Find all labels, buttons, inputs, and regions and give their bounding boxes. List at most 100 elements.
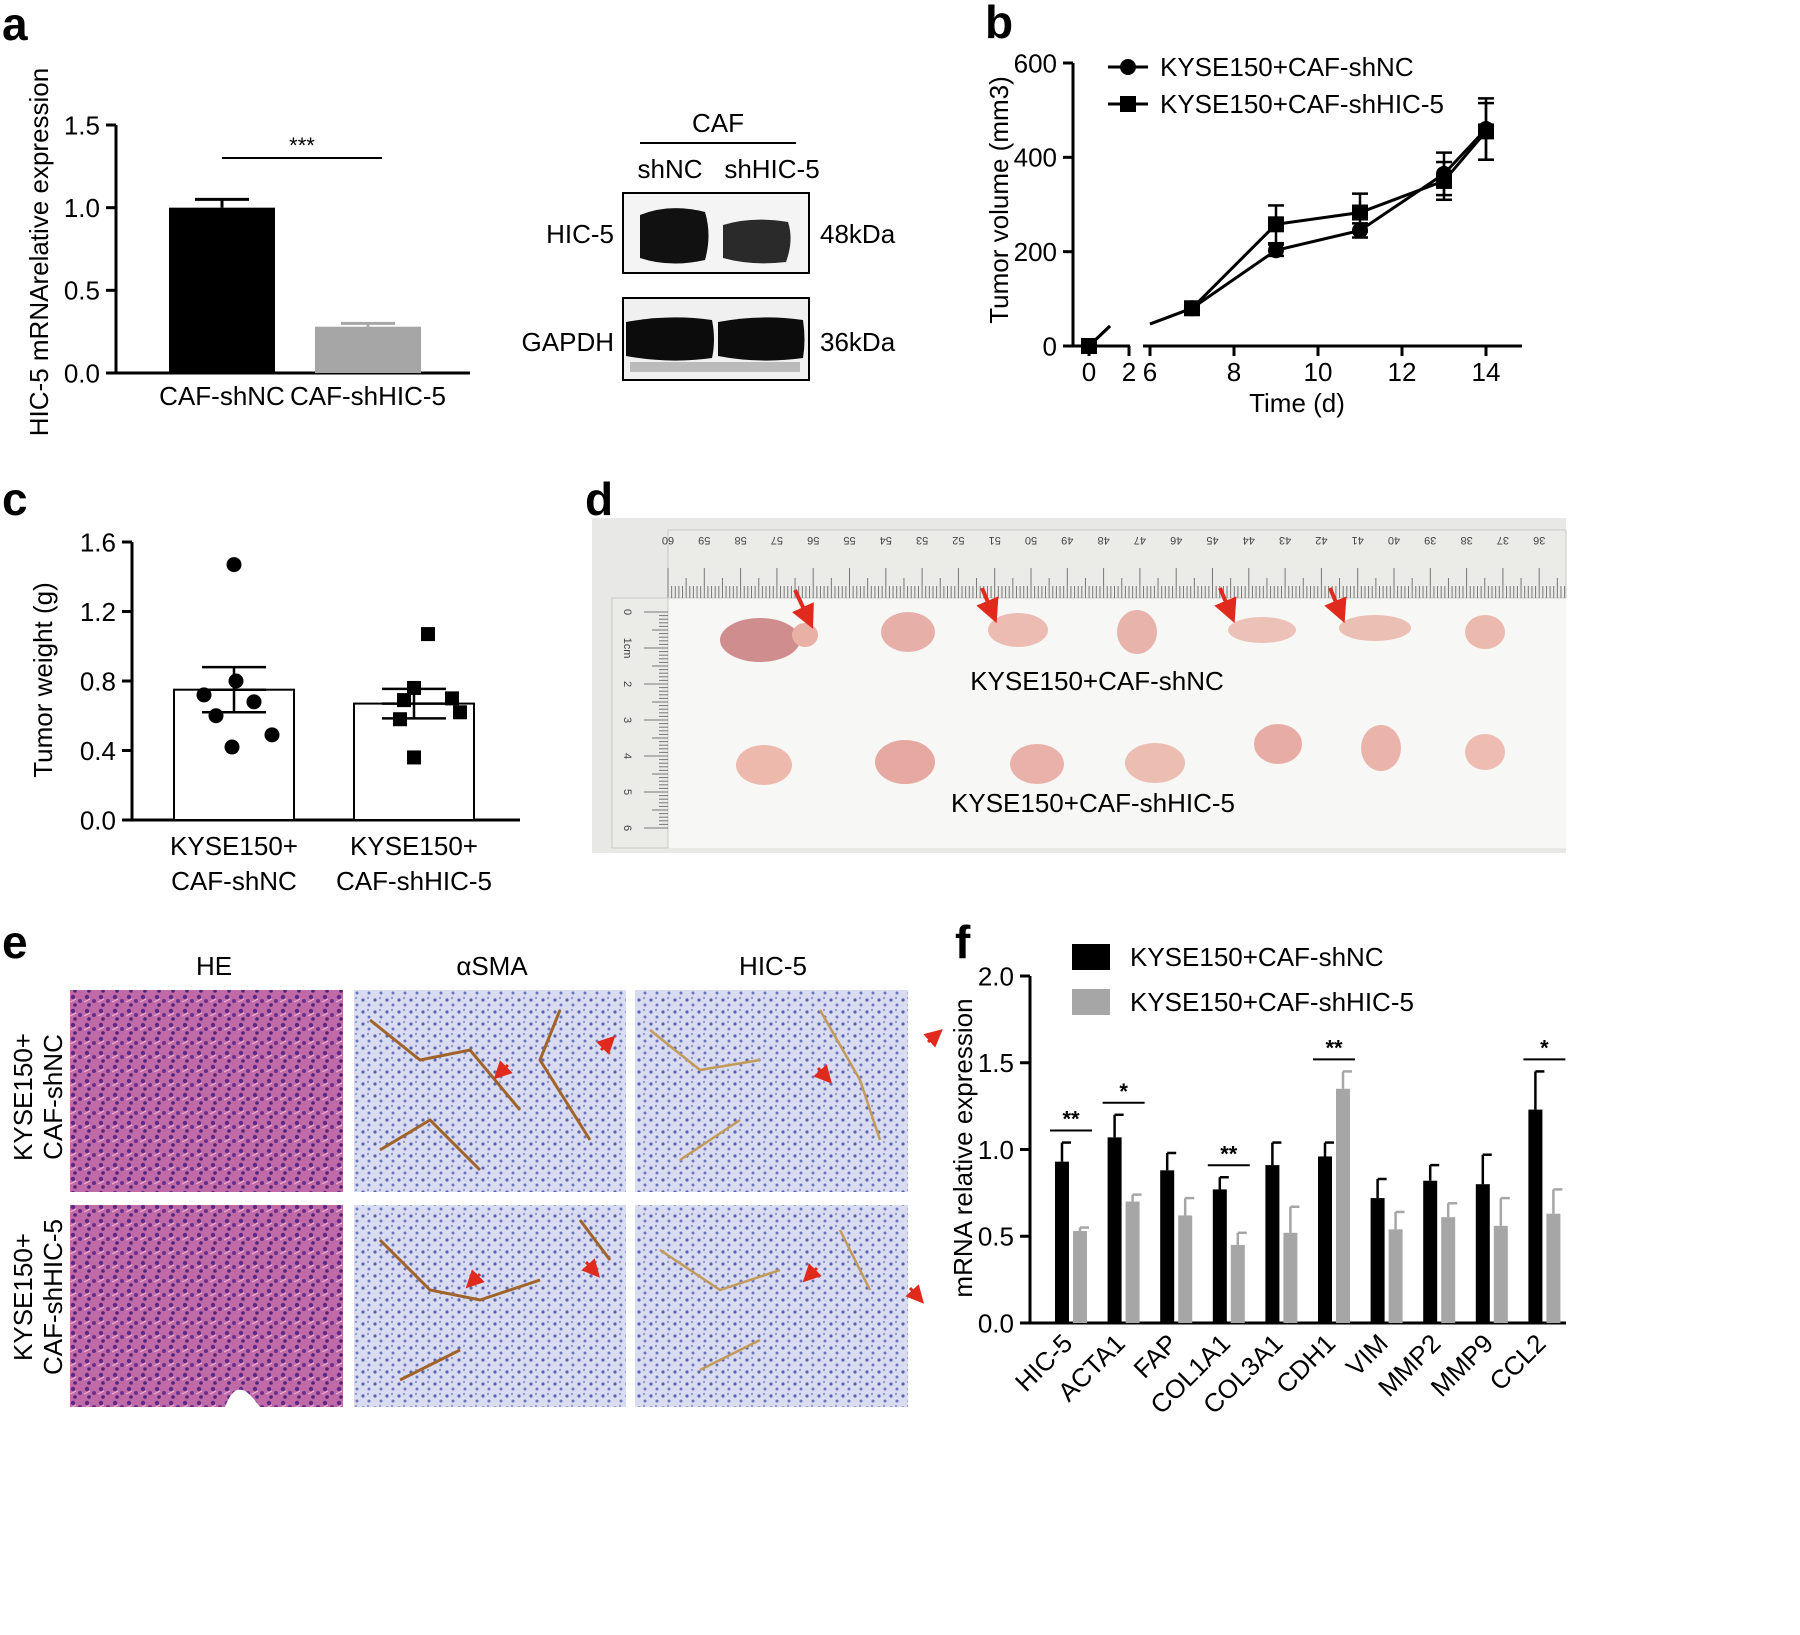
bar (1125, 1201, 1140, 1323)
y-axis-label: Tumor weight (g) (28, 582, 58, 778)
y-tick-label: 1.2 (80, 597, 116, 627)
y-axis-label: mRNA relative expression (948, 998, 978, 1297)
blot-band (723, 219, 791, 264)
significance-label: * (1540, 1035, 1549, 1060)
x-tick-label: 8 (1227, 357, 1241, 387)
series-line (1190, 130, 1488, 310)
y-tick-label: 0.0 (80, 805, 116, 835)
histology-row-label: KYSE150+ (8, 1233, 38, 1361)
data-point (1478, 123, 1494, 140)
blot-smear (630, 362, 800, 372)
blot-size-label: 36kDa (820, 327, 896, 357)
y-tick-label: 0.0 (64, 358, 100, 388)
y-tick-label: 1.6 (80, 527, 116, 557)
ruler-side (611, 597, 669, 849)
blot-lane-label: shNC (637, 154, 702, 184)
x-tick-label: 10 (1304, 357, 1333, 387)
tumor (1465, 615, 1505, 649)
y-tick-label: 0.0 (978, 1308, 1014, 1338)
bar (1160, 1170, 1175, 1323)
y-tick-label: 1.5 (64, 110, 100, 140)
ruler-label: 53 (916, 534, 928, 546)
x-axis-label: Time (d) (1249, 388, 1345, 418)
panel-label-c: c (2, 473, 28, 525)
tumor (1125, 743, 1185, 783)
red-arrow-icon (923, 1029, 943, 1048)
data-point (228, 673, 244, 689)
y-tick-label: 1.5 (978, 1048, 1014, 1078)
bar (1423, 1180, 1438, 1323)
red-arrow-icon (792, 589, 814, 629)
data-point (246, 694, 262, 710)
tumor (1228, 617, 1296, 643)
ruler-label: 5 (621, 789, 633, 795)
blot-protein-label: HIC-5 (546, 219, 614, 249)
data-point (421, 627, 435, 642)
ruler-label: 54 (880, 534, 892, 546)
red-arrow-icon (976, 587, 999, 624)
bar (1212, 1189, 1227, 1323)
red-arrow-icon (596, 1035, 616, 1055)
significance-label: *** (289, 133, 315, 158)
ruler-side-ticks: 0 1cm 2 3 4 5 6 (621, 609, 668, 831)
data-point (196, 687, 212, 703)
histology-column-label: HIC-5 (739, 951, 807, 981)
data-point (407, 750, 421, 765)
stain-strand (369, 1009, 592, 1172)
asma-image (354, 990, 626, 1192)
histology-row-label: KYSE150+ (8, 1033, 38, 1161)
tumor (1361, 725, 1401, 771)
blot-size-label: 48kDa (820, 219, 896, 249)
y-tick-label: 0.4 (80, 736, 116, 766)
bar (1336, 1088, 1350, 1323)
data-point (1081, 338, 1097, 354)
blot-lane-label: shHIC-5 (724, 154, 819, 184)
panel-label-e: e (2, 916, 28, 968)
ruler-label: 39 (1424, 534, 1436, 546)
bar (1493, 1225, 1508, 1323)
ruler-label: 4 (621, 753, 633, 759)
x-tick-label: 12 (1388, 357, 1417, 387)
chart-f: 0.00.51.01.52.0**HIC-5*ACTA1FAP**COL1A1C… (948, 942, 1566, 1420)
x-tick-label: KYSE150+ (170, 831, 298, 861)
y-tick-label: 400 (1014, 143, 1057, 173)
data-point (397, 693, 411, 708)
asma-image (354, 1205, 626, 1407)
x-tick-label: CAF-shNC (159, 381, 285, 411)
blot-protein-label: GAPDH (522, 327, 614, 357)
data-point (1268, 242, 1284, 259)
blot-band (626, 317, 714, 361)
significance-label: ** (1220, 1141, 1238, 1166)
bar (1055, 1161, 1069, 1323)
ruler-label: 46 (1170, 534, 1182, 546)
blot-group-label: CAF (692, 108, 744, 138)
histology-row-label: CAF-shNC (38, 1034, 68, 1160)
stain-strand (659, 1229, 872, 1372)
y-tick-label: 0 (1043, 331, 1057, 361)
ruler-label: 47 (1134, 534, 1146, 546)
bar (1370, 1198, 1385, 1323)
legend-swatch (1072, 989, 1110, 1015)
y-tick-label: 200 (1014, 237, 1057, 267)
x-tick-label: 0 (1082, 357, 1096, 387)
ruler-label: 49 (1061, 534, 1073, 546)
panel-label-d: d (585, 473, 613, 525)
panel-label-f: f (955, 916, 971, 968)
ruler-label: 59 (698, 534, 710, 546)
y-tick-label: 600 (1014, 48, 1057, 78)
photo-row-label: KYSE150+CAF-shHIC-5 (951, 788, 1235, 818)
tumor (736, 745, 792, 785)
legend-label: KYSE150+CAF-shHIC-5 (1130, 987, 1414, 1017)
ruler-label: 52 (952, 534, 964, 546)
legend-label: KYSE150+CAF-shNC (1160, 52, 1414, 82)
bar (1178, 1215, 1193, 1323)
ruler-label: 2 (621, 681, 633, 687)
ruler-label: 6 (621, 825, 633, 831)
hic5-image (635, 990, 908, 1192)
y-tick-label: 2.0 (978, 961, 1014, 991)
ruler-label: 58 (734, 534, 746, 546)
data-point (224, 739, 240, 755)
y-tick-label: 0.5 (978, 1222, 1014, 1252)
x-tick-label: CAF-shHIC-5 (290, 381, 446, 411)
data-point (1184, 300, 1200, 317)
